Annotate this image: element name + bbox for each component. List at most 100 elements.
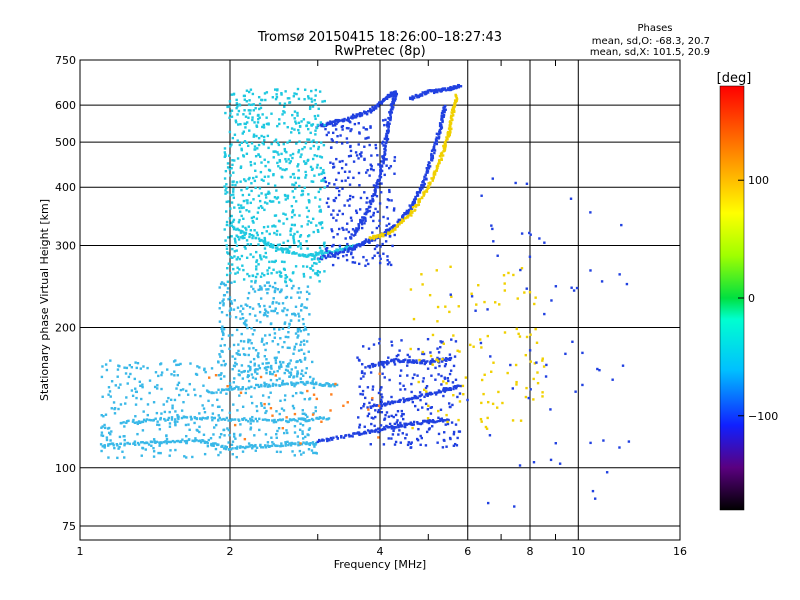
data-point — [385, 206, 389, 209]
data-point — [235, 455, 238, 459]
data-point — [262, 343, 266, 346]
data-point — [173, 374, 176, 377]
data-point — [212, 391, 215, 395]
data-point — [320, 172, 323, 176]
data-point — [288, 101, 291, 104]
data-point — [285, 217, 289, 221]
data-point — [340, 142, 344, 145]
data-point — [312, 412, 315, 415]
data-point — [302, 374, 305, 377]
data-point — [250, 216, 254, 220]
data-point — [234, 119, 238, 122]
data-point — [308, 443, 311, 446]
data-point — [360, 226, 364, 230]
data-point — [311, 269, 315, 272]
data-point — [202, 433, 206, 436]
data-point — [212, 444, 215, 447]
data-point — [322, 252, 325, 255]
data-point — [410, 207, 414, 210]
data-point — [360, 371, 364, 375]
stats-header: Phases — [637, 23, 672, 34]
data-point — [436, 89, 439, 92]
data-point — [340, 166, 344, 170]
data-point — [316, 123, 319, 127]
data-point — [342, 404, 345, 408]
data-point — [222, 328, 226, 331]
data-point — [437, 360, 440, 363]
data-point — [244, 232, 248, 235]
data-point — [281, 309, 284, 312]
data-point — [283, 147, 286, 151]
data-point — [249, 253, 252, 256]
data-point — [239, 339, 243, 343]
data-point — [455, 98, 458, 101]
data-point — [239, 433, 242, 436]
data-point — [332, 165, 336, 168]
data-point — [370, 416, 374, 419]
data-point — [377, 404, 381, 408]
data-point — [368, 209, 371, 213]
data-point — [353, 122, 357, 126]
data-point — [399, 388, 402, 391]
data-point — [397, 218, 400, 222]
data-point — [416, 422, 419, 425]
data-point — [206, 442, 209, 445]
data-point — [444, 419, 448, 422]
data-point — [297, 128, 300, 132]
data-point — [366, 240, 369, 243]
data-point — [247, 116, 250, 120]
data-point — [428, 181, 432, 184]
data-point — [256, 383, 260, 387]
data-point — [310, 360, 314, 364]
data-point — [142, 418, 146, 422]
data-point — [191, 455, 194, 459]
data-point — [246, 201, 249, 205]
data-point — [223, 228, 226, 231]
data-point — [330, 384, 333, 387]
data-point — [446, 138, 449, 141]
data-point — [187, 438, 191, 441]
data-point — [113, 446, 116, 450]
data-point — [342, 254, 345, 258]
data-point — [237, 386, 240, 389]
data-point — [239, 122, 242, 126]
data-point — [284, 157, 287, 161]
data-point — [292, 238, 296, 242]
data-point — [274, 97, 278, 101]
data-point — [323, 179, 326, 183]
data-point — [289, 296, 293, 299]
data-point — [449, 116, 453, 119]
data-point — [273, 290, 277, 294]
data-point — [341, 128, 344, 131]
data-point — [572, 289, 576, 292]
data-point — [385, 224, 388, 227]
data-point — [338, 244, 342, 248]
data-point — [344, 163, 348, 166]
data-point — [269, 322, 273, 325]
data-point — [238, 257, 241, 261]
data-point — [234, 316, 238, 319]
data-point — [350, 233, 353, 236]
data-point — [217, 414, 220, 417]
data-point — [332, 243, 335, 247]
data-point — [193, 388, 196, 391]
data-point — [359, 245, 362, 248]
data-point — [376, 251, 380, 255]
data-point — [141, 385, 144, 389]
data-point — [322, 242, 326, 246]
data-point — [293, 117, 296, 120]
data-point — [243, 236, 246, 240]
data-point — [429, 412, 433, 415]
data-point — [358, 112, 361, 116]
data-point — [423, 182, 426, 186]
data-point — [239, 236, 242, 239]
data-point — [532, 377, 535, 381]
data-point — [160, 412, 163, 415]
data-point — [484, 425, 488, 429]
data-point — [445, 359, 448, 362]
data-point — [357, 416, 360, 419]
data-point — [383, 426, 386, 429]
data-point — [281, 345, 284, 349]
data-point — [266, 269, 269, 272]
